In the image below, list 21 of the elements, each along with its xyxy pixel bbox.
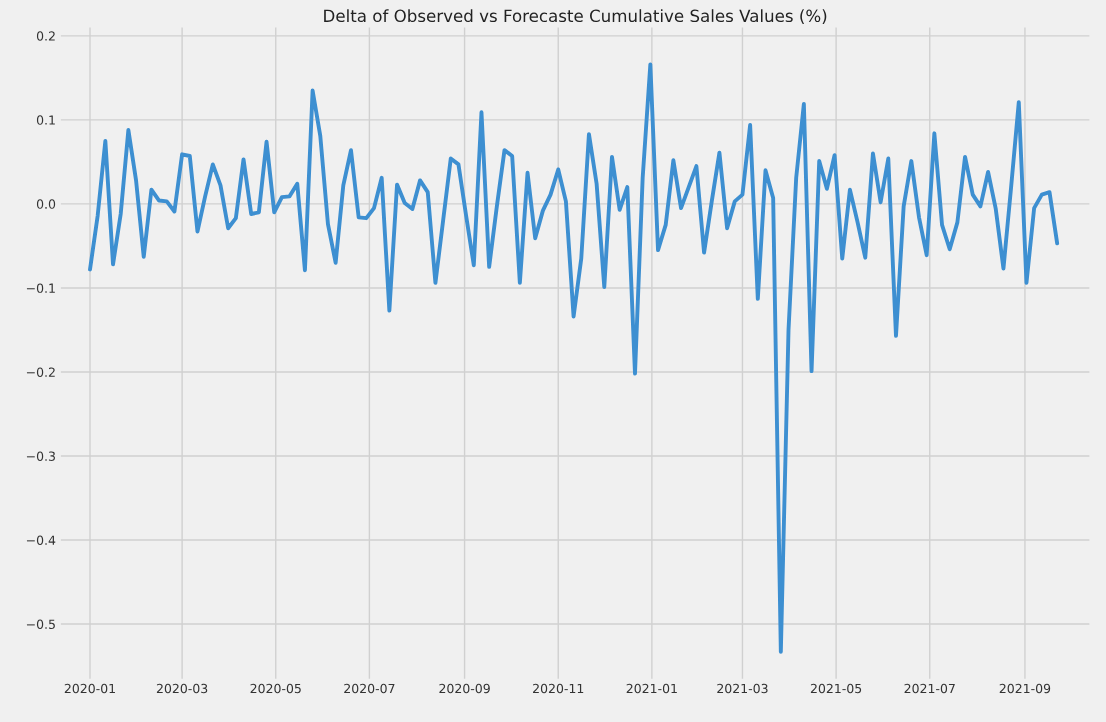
x-tick-label: 2021-07: [904, 683, 955, 694]
y-tick-label: −0.1: [26, 283, 55, 293]
y-tick-label: −0.4: [26, 535, 56, 545]
y-tick-label: −0.2: [26, 367, 55, 377]
x-tick-label: 2020-11: [533, 683, 584, 694]
line-series: [88, 62, 1060, 654]
x-tick-label: 2020-05: [250, 683, 301, 694]
y-tick-label: −0.5: [26, 619, 55, 629]
x-tick-label: 2020-07: [344, 683, 395, 694]
x-tick-label: 2021-01: [626, 683, 677, 694]
y-tick-label: 0.1: [36, 115, 55, 125]
y-tick-label: −0.3: [26, 451, 55, 461]
x-tick-label: 2021-09: [999, 683, 1051, 694]
x-tick-label: 2021-03: [717, 683, 768, 694]
x-tick-label: 2020-09: [439, 683, 490, 694]
chart-title: Delta of Observed vs Forecaste Cumulative Sales Values (%): [324, 9, 827, 25]
x-tick-label: 2020-03: [156, 683, 208, 694]
x-tick-label: 2021-05: [810, 683, 862, 694]
x-tick-label: 2020-01: [64, 683, 115, 694]
y-tick-label: 0.0: [36, 199, 56, 209]
y-tick-label: 0.2: [36, 31, 55, 41]
